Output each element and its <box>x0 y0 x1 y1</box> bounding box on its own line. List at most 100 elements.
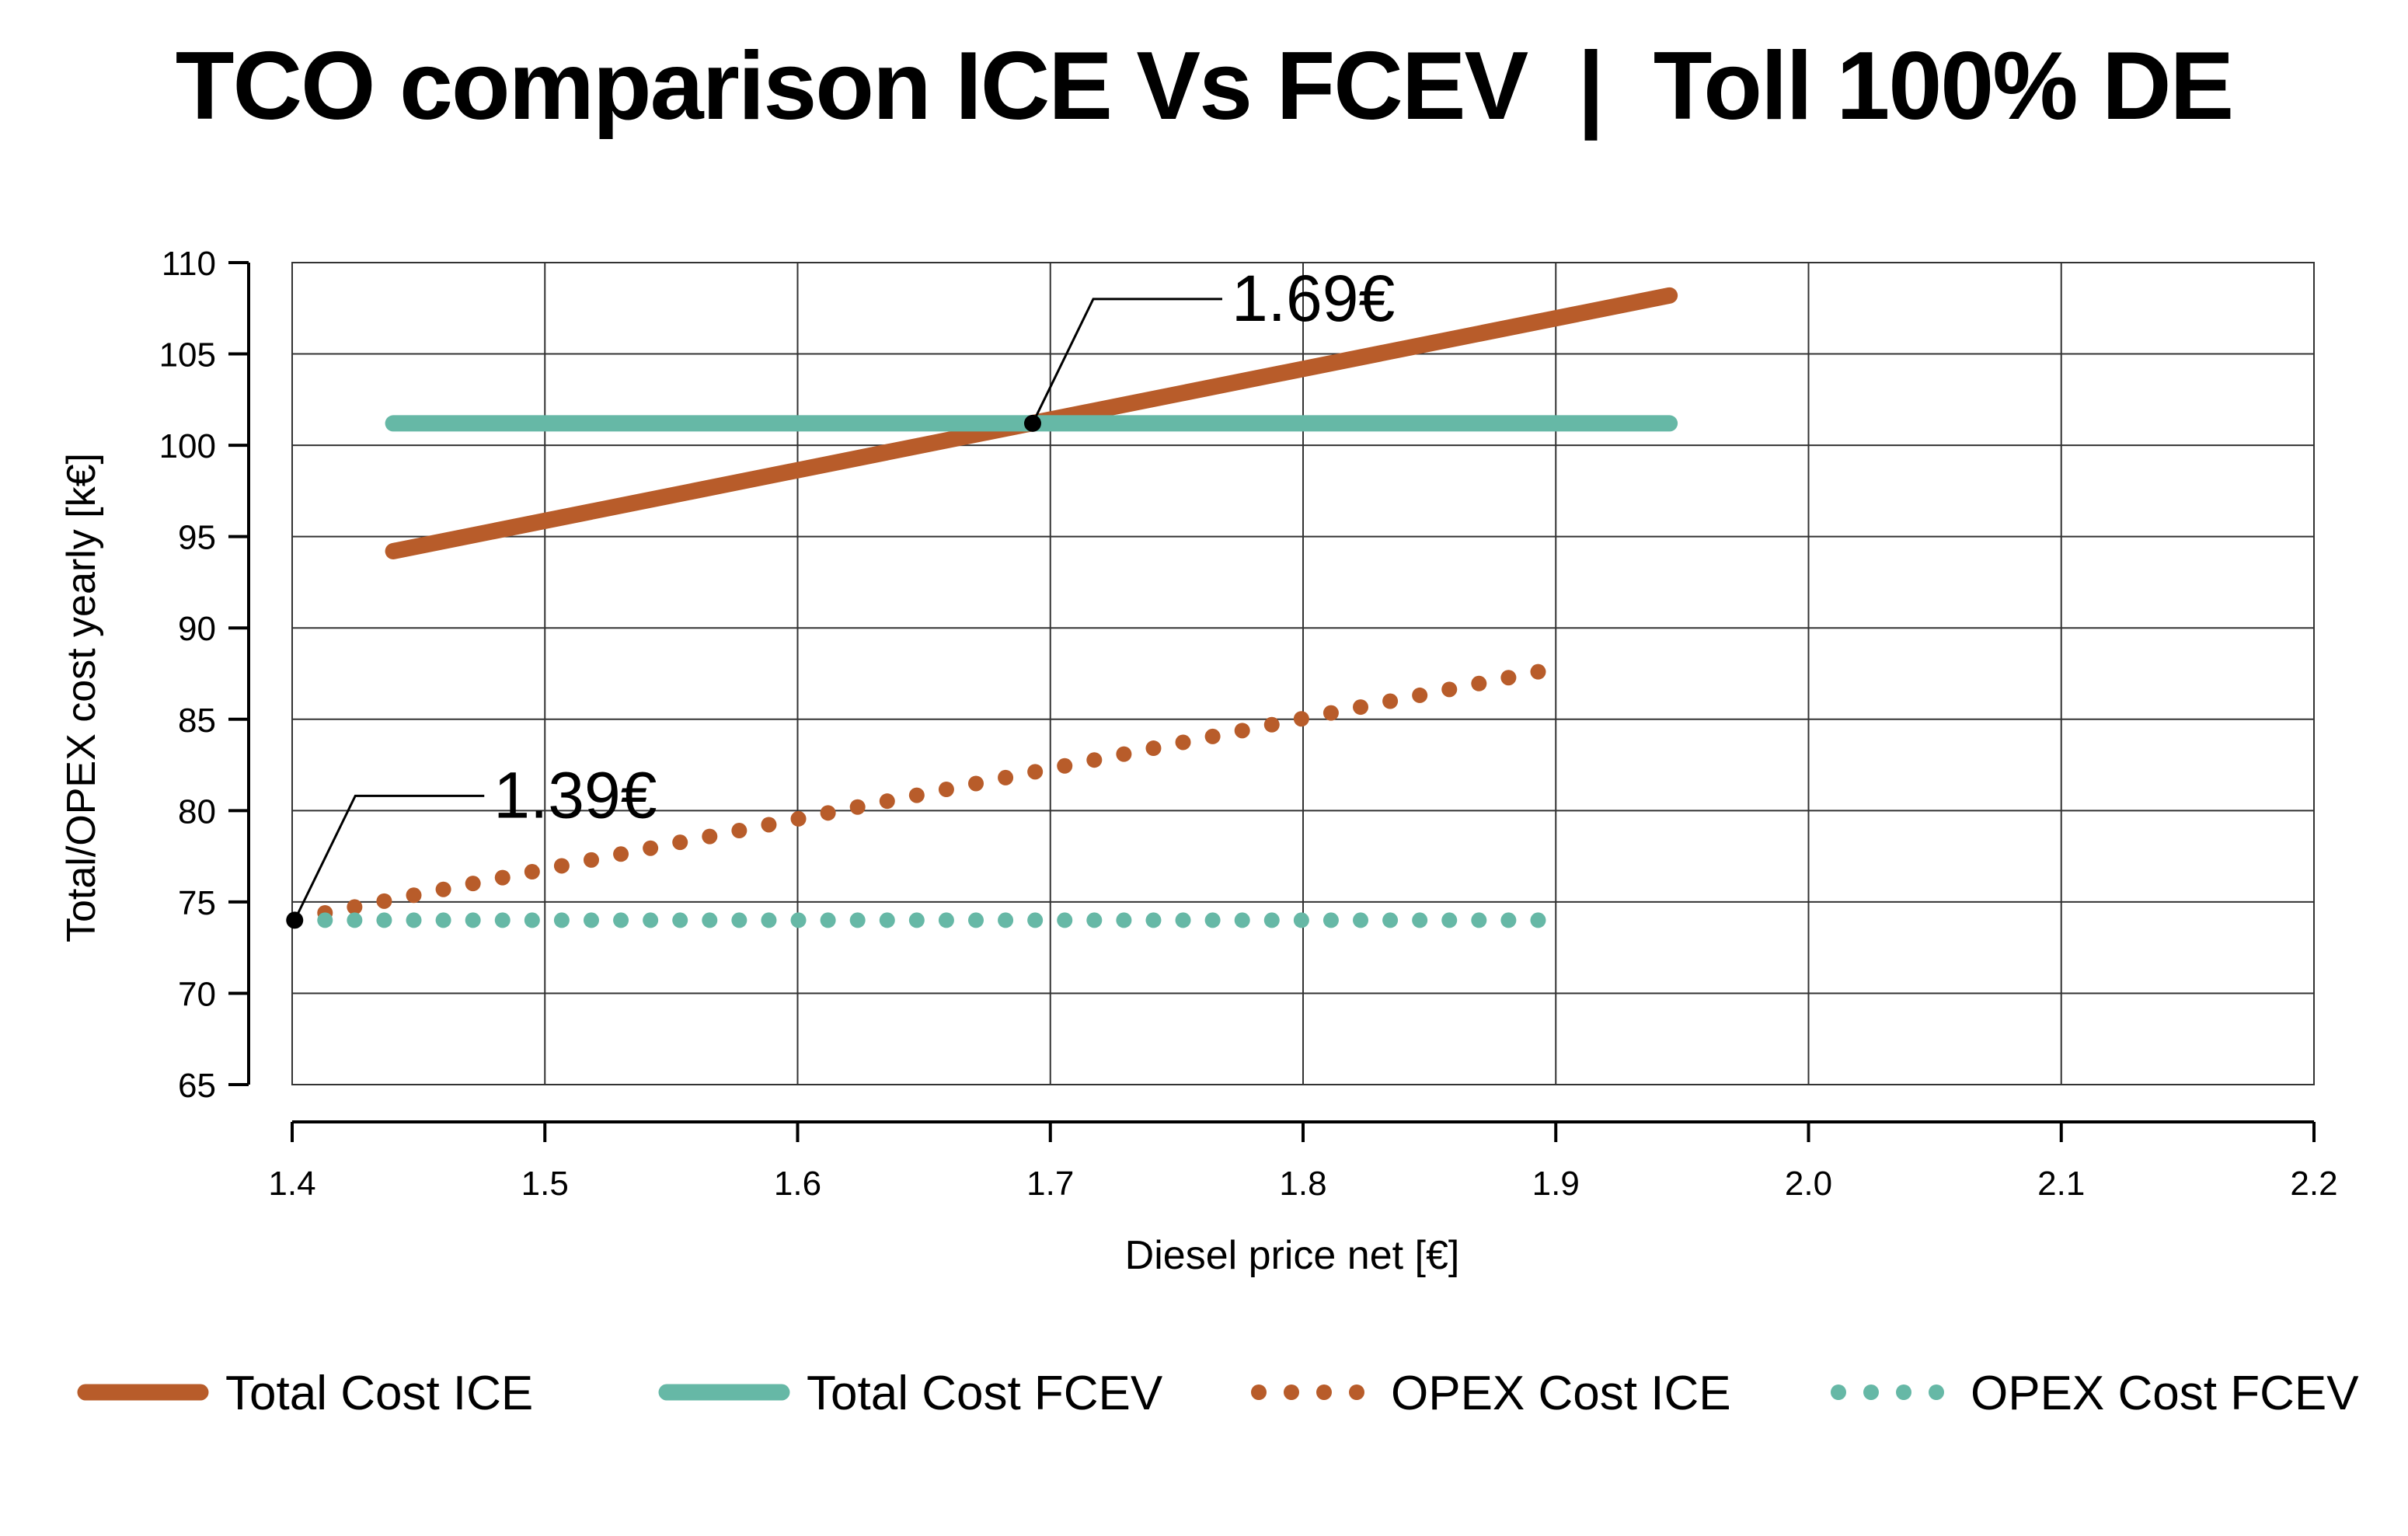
data-point <box>967 912 984 928</box>
data-point <box>347 912 363 928</box>
data-point <box>643 840 659 856</box>
data-point <box>820 912 836 928</box>
data-point <box>1500 912 1517 928</box>
legend-label: Total Cost FCEV <box>807 1367 1163 1420</box>
data-point <box>998 769 1014 785</box>
data-point <box>1322 912 1339 928</box>
data-point <box>376 893 392 909</box>
data-point <box>1293 912 1309 928</box>
data-point <box>908 912 925 928</box>
data-point <box>1500 670 1517 686</box>
data-point <box>317 912 333 928</box>
data-point <box>524 864 540 880</box>
data-point <box>406 912 422 928</box>
data-point <box>435 881 451 897</box>
x-tick-label: 1.7 <box>1026 1165 1074 1203</box>
data-point <box>583 912 599 928</box>
x-tick-label: 1.8 <box>1279 1165 1326 1203</box>
data-point <box>967 775 984 792</box>
data-point <box>376 912 392 928</box>
data-point <box>1175 734 1191 751</box>
data-point <box>1116 912 1132 928</box>
data-point <box>553 912 570 928</box>
data-point <box>1353 912 1369 928</box>
data-point <box>1263 912 1280 928</box>
data-point <box>938 912 954 928</box>
data-point <box>1175 912 1191 928</box>
legend-dot <box>1896 1384 1911 1400</box>
data-point <box>761 912 777 928</box>
data-point <box>1027 764 1044 780</box>
data-point <box>908 787 925 803</box>
y-tick-label: 95 <box>178 519 216 557</box>
data-point <box>1412 912 1428 928</box>
data-point <box>435 912 451 928</box>
series-dots-opex-cost-fcev <box>317 912 1546 928</box>
data-point <box>1353 699 1369 716</box>
chart-title: TCO comparison ICE Vs FCEV | Toll 100% D… <box>175 33 2234 140</box>
data-point <box>494 869 511 886</box>
data-point <box>849 912 866 928</box>
data-point <box>1441 912 1458 928</box>
series-dots-opex-cost-ice <box>317 664 1546 921</box>
data-point <box>1293 711 1309 727</box>
data-point <box>1234 723 1250 739</box>
data-point <box>643 912 659 928</box>
data-point <box>998 912 1014 928</box>
legend-swatch <box>1831 1384 1944 1400</box>
y-axis-label: Total/OPEX cost yearly [k€] <box>59 453 104 942</box>
data-point <box>406 887 422 904</box>
data-point <box>1116 746 1132 762</box>
data-point <box>1145 740 1162 757</box>
data-point <box>938 782 954 798</box>
y-tick-label: 105 <box>159 336 216 374</box>
legend-dot <box>1251 1384 1267 1400</box>
data-point <box>1086 752 1103 768</box>
legend-item: Total Cost FCEV <box>658 1367 1163 1420</box>
y-tick-label: 75 <box>178 884 216 922</box>
data-point <box>1204 728 1221 744</box>
legend-dot <box>1316 1384 1332 1400</box>
data-point <box>1263 716 1280 733</box>
legend-label: Total Cost ICE <box>225 1367 533 1420</box>
legend-label: OPEX Cost FCEV <box>1971 1367 2359 1420</box>
data-point <box>1027 912 1044 928</box>
data-point <box>1382 912 1399 928</box>
annotation-leader <box>293 794 485 921</box>
legend-dot <box>1929 1384 1944 1400</box>
data-point <box>613 846 629 862</box>
legend-label: OPEX Cost ICE <box>1391 1367 1731 1420</box>
x-tick-label: 2.2 <box>2290 1165 2337 1203</box>
data-point <box>1057 758 1073 774</box>
legend-dot <box>1863 1384 1879 1400</box>
data-point <box>790 810 807 827</box>
data-point <box>879 793 895 810</box>
legend-dot <box>1349 1384 1364 1400</box>
x-tick-label: 2.0 <box>1785 1165 1832 1203</box>
data-point <box>879 912 895 928</box>
y-tick-label: 65 <box>178 1067 216 1105</box>
data-point <box>1204 912 1221 928</box>
data-point <box>702 828 718 845</box>
x-tick-label: 1.6 <box>774 1165 821 1203</box>
data-point <box>731 912 747 928</box>
x-axis-label: Diesel price net [€] <box>1125 1233 1460 1278</box>
data-point <box>702 912 718 928</box>
x-tick-label: 1.5 <box>521 1165 569 1203</box>
data-point <box>494 912 511 928</box>
data-point <box>790 912 807 928</box>
x-tick-label: 2.1 <box>2037 1165 2085 1203</box>
x-tick-label: 1.9 <box>1532 1165 1580 1203</box>
data-point <box>1322 705 1339 721</box>
data-point <box>1086 912 1103 928</box>
data-point <box>1530 664 1546 680</box>
annotation-label: 1.39€ <box>493 758 657 831</box>
legend-dot <box>1831 1384 1846 1400</box>
data-point <box>613 912 629 928</box>
data-point <box>1530 912 1546 928</box>
data-point <box>465 876 481 892</box>
data-point <box>583 852 599 868</box>
annotation-label: 1.69€ <box>1232 262 1395 335</box>
x-tick-label: 1.4 <box>268 1165 315 1203</box>
